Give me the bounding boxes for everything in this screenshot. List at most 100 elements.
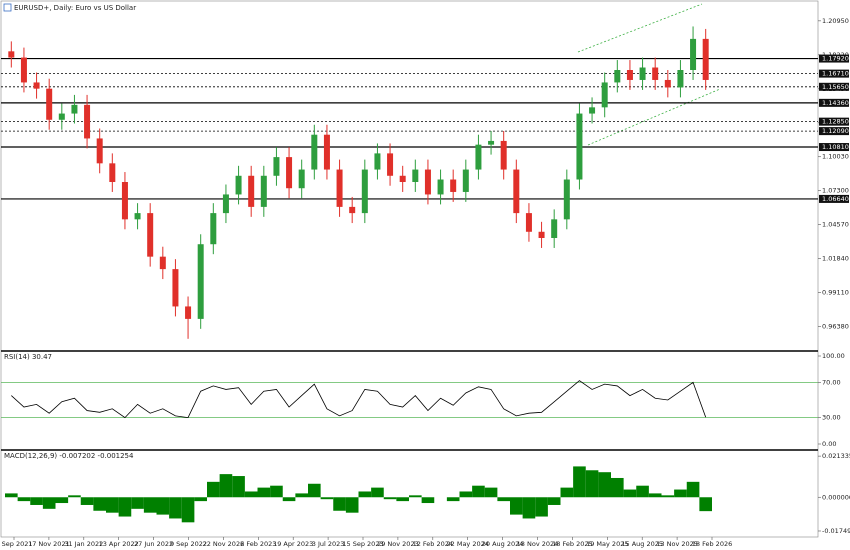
candle-body [589,107,596,114]
macd-bar [446,497,460,502]
candle-body [323,134,330,170]
candle-body [450,179,457,192]
x-tick-label: 19 Apr 2023 [273,540,313,548]
x-tick-label: 18 Feb 2026 [692,540,732,548]
y-tick-label: 0.021335 [822,452,850,460]
macd-bar [68,495,81,498]
candle-body [8,51,15,58]
candle-body [387,153,394,176]
macd-bar [80,497,94,505]
y-tick-label: 0.00 [822,440,836,448]
macd-bar [611,477,624,498]
candle-body [374,153,381,170]
chart-title: EURUSD+, Daily: Euro vs US Dollar [14,4,136,12]
candle-body [614,70,621,83]
plot-frame [0,0,819,538]
candle-body [639,67,646,80]
candle-body [210,213,217,245]
level-tag [819,98,849,107]
macd-bar [143,497,157,513]
macd-bar [598,472,611,498]
y-tick-label: 1.01840 [822,255,849,263]
candle-body [349,206,356,214]
candle-body [652,67,659,80]
level-label: 1.12090 [822,127,849,135]
candle-body [273,157,280,176]
macd-bar [5,493,18,498]
candle-body [46,88,53,120]
candle-body [488,140,495,145]
x-tick-label: 1 Sep 2021 [0,540,33,548]
macd-bar [674,489,687,498]
rsi-title: RSI(14) 30.47 [4,353,52,361]
x-tick-label: 9 Sep 2022 [170,540,207,548]
macd-bar [131,497,144,509]
x-tick-label: 19 May 2025 [586,540,628,548]
candle-body [109,163,116,182]
macd-bar [396,497,409,502]
candle-body [311,134,318,170]
candle-body [134,213,141,220]
y-tick-label: 70.00 [822,378,841,386]
y-tick-label: 1.20950 [822,17,849,25]
candle-body [235,175,242,195]
candle-body [222,194,229,214]
candle-body [551,219,558,238]
macd-bar [573,466,586,498]
macd-bar [270,485,283,498]
candle-body [71,104,78,114]
macd-bar [585,470,599,498]
macd-bar [194,497,207,502]
macd-bar [333,497,346,511]
x-tick-label: 22 Nov 2022 [203,540,245,548]
y-tick-label: 30.00 [822,414,841,422]
level-label: 1.14360 [822,99,849,107]
candle-body [248,175,255,207]
x-tick-label: 31 Jan 2022 [64,540,103,548]
candle-body [33,82,40,89]
x-tick-label: 6 Feb 2023 [240,540,276,548]
y-tick-label: 0.000000 [822,493,850,501]
macd-bar [207,481,220,498]
level-label: 1.06640 [822,195,849,203]
macd-bar [93,497,106,511]
macd-bar [661,495,675,498]
macd-bar [320,497,334,500]
macd-bar [371,487,384,498]
x-tick-label: 15 Sep 2023 [342,540,383,548]
candle-body [626,70,633,80]
candle-body [96,138,103,164]
x-tick-label: 15 Aug 2025 [621,540,663,548]
candle-body [690,38,697,70]
macd-bar [295,493,308,498]
macd-bar [219,474,233,498]
level-label: 1.17920 [822,55,849,63]
level-tag [819,117,849,126]
macd-bar [181,497,195,523]
level-label: 1.10810 [822,143,849,151]
candle-body [84,104,91,139]
candle-body [677,70,684,88]
candle-body [412,169,419,182]
macd-bar [358,491,372,498]
macd-bar [472,485,485,498]
level-label: 1.12850 [822,118,849,126]
candle-body [185,306,192,319]
level-tag [819,127,849,136]
candle-body [20,57,27,83]
candle-body [197,244,204,319]
macd-bar [308,483,321,498]
symbol-icon[interactable] [3,3,12,12]
x-tick-label: 13 Nov 2025 [656,540,698,548]
macd-bar [55,497,69,504]
macd-bar [535,497,548,517]
macd-bar [30,497,43,505]
level-tag [819,143,849,152]
x-tick-label: 29 Nov 2023 [377,540,419,548]
macd-title: MACD(12,26,9) -0.007202 -0.001254 [4,452,134,460]
macd-bar [244,491,258,498]
candle-body [513,169,520,214]
candle-body [462,169,469,192]
